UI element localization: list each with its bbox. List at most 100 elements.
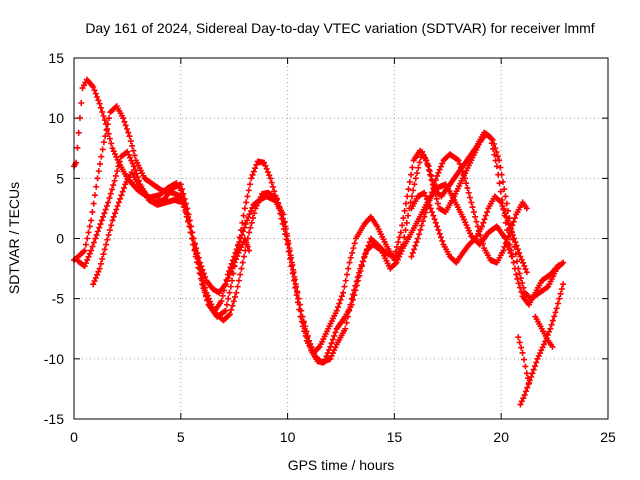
data-point xyxy=(113,206,120,213)
data-point xyxy=(300,318,307,325)
data-point xyxy=(524,375,531,382)
data-point xyxy=(100,251,107,258)
data-point xyxy=(556,295,563,302)
data-point xyxy=(405,186,412,193)
tick-labels: 0 5 10 15 20 25 -15 -10 -5 0 5 10 15 xyxy=(44,50,616,445)
data-point xyxy=(107,190,114,197)
data-point xyxy=(551,313,558,320)
data-point xyxy=(478,236,485,243)
data-point xyxy=(421,213,428,220)
data-point xyxy=(502,193,509,200)
data-point xyxy=(227,283,234,290)
data-point xyxy=(112,172,119,179)
data-point xyxy=(524,384,531,391)
data-point xyxy=(229,277,236,284)
data-point xyxy=(437,234,444,241)
data-point xyxy=(233,289,240,296)
data-point xyxy=(435,227,442,234)
data-point xyxy=(102,206,109,213)
data-point xyxy=(285,240,292,247)
data-point xyxy=(281,218,288,225)
data-point xyxy=(473,218,480,225)
data-point xyxy=(528,373,535,380)
data-point xyxy=(261,159,268,166)
data-point xyxy=(345,265,352,272)
data-point xyxy=(241,224,248,231)
data-point xyxy=(552,309,559,316)
data-point xyxy=(423,205,430,212)
data-point xyxy=(308,344,315,351)
data-point xyxy=(266,172,273,179)
data-point xyxy=(521,262,528,269)
data-point xyxy=(549,317,556,324)
data-point xyxy=(223,301,230,308)
y-tick-label: -15 xyxy=(44,411,64,427)
data-point xyxy=(356,269,363,276)
data-point xyxy=(223,278,230,285)
data-point xyxy=(86,250,93,257)
data-point xyxy=(100,139,107,146)
data-point xyxy=(416,231,423,238)
data-point xyxy=(531,363,538,370)
y-tick-label: 10 xyxy=(48,110,64,126)
data-point xyxy=(130,147,137,154)
data-point xyxy=(436,230,443,237)
series-track-4 xyxy=(90,169,253,296)
data-point xyxy=(555,300,562,307)
data-point xyxy=(405,212,412,219)
data-point xyxy=(225,274,232,281)
data-point xyxy=(104,236,111,243)
series-track-8 xyxy=(515,334,532,386)
data-point xyxy=(358,261,365,268)
data-point xyxy=(431,181,438,188)
data-point xyxy=(198,263,205,270)
data-point xyxy=(127,138,134,145)
data-point xyxy=(199,281,206,288)
data-point xyxy=(191,240,198,247)
data-point xyxy=(293,283,300,290)
data-point xyxy=(239,219,246,226)
data-point xyxy=(88,247,95,254)
data-point xyxy=(420,218,427,225)
data-point xyxy=(433,195,440,202)
data-point xyxy=(82,241,89,248)
data-point xyxy=(309,347,316,354)
data-point xyxy=(96,265,103,272)
data-point xyxy=(331,332,338,339)
data-point xyxy=(514,246,521,253)
data-point xyxy=(90,281,97,288)
data-point xyxy=(427,193,434,200)
data-point xyxy=(508,225,515,232)
data-point xyxy=(351,240,358,247)
data-point xyxy=(122,122,129,129)
y-tick-label: -10 xyxy=(44,351,64,367)
data-point xyxy=(431,216,438,223)
x-tick-label: 10 xyxy=(280,429,296,445)
data-point xyxy=(186,217,193,224)
data-point xyxy=(230,262,237,269)
data-point xyxy=(193,245,200,252)
data-point xyxy=(501,243,508,250)
data-point xyxy=(468,199,475,206)
data-point xyxy=(288,254,295,261)
data-point xyxy=(510,259,517,266)
y-tick-label: 0 xyxy=(56,231,64,247)
data-point xyxy=(337,296,344,303)
data-point xyxy=(114,203,121,210)
data-point xyxy=(248,175,255,182)
data-point xyxy=(480,219,487,226)
y-tick-label: 5 xyxy=(56,170,64,186)
x-tick-label: 0 xyxy=(70,429,78,445)
data-point xyxy=(226,271,233,278)
data-point xyxy=(74,144,81,151)
data-point xyxy=(286,247,293,254)
data-point xyxy=(397,229,404,236)
data-point xyxy=(247,181,254,188)
data-point xyxy=(496,180,503,187)
data-point xyxy=(518,398,525,405)
data-point xyxy=(304,332,311,339)
data-point xyxy=(347,254,354,261)
data-point xyxy=(497,164,504,171)
data-point xyxy=(520,356,527,363)
data-point xyxy=(463,180,470,187)
